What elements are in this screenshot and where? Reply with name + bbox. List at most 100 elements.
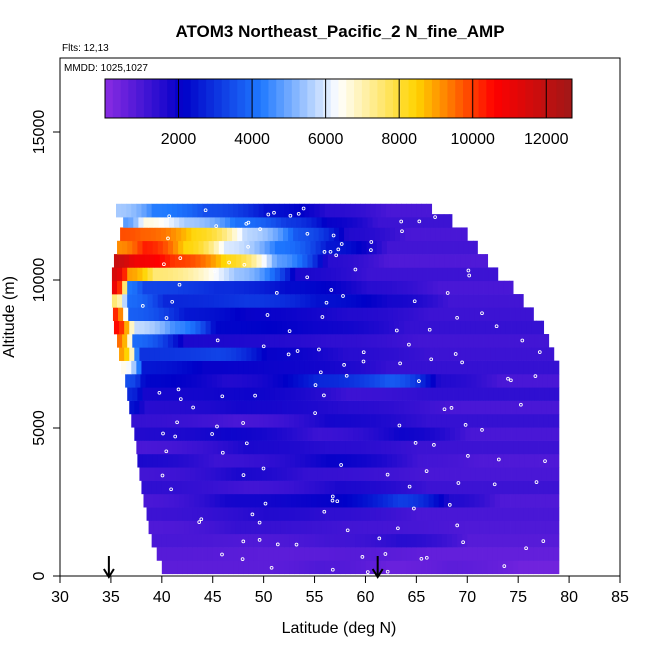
heatmap-cell bbox=[341, 267, 347, 282]
heatmap-cell bbox=[164, 347, 171, 361]
heatmap-cell bbox=[470, 427, 476, 441]
heatmap-cell bbox=[439, 467, 446, 481]
heatmap-cell bbox=[285, 267, 291, 282]
heatmap-cell bbox=[406, 507, 412, 521]
heatmap-cell bbox=[434, 400, 441, 415]
heatmap-cell bbox=[386, 280, 393, 295]
heatmap-cell bbox=[549, 387, 556, 401]
heatmap-cell bbox=[273, 480, 280, 495]
heatmap-cell bbox=[319, 547, 326, 561]
heatmap-cell bbox=[203, 294, 210, 308]
heatmap-cell bbox=[350, 413, 356, 428]
heatmap-cell bbox=[347, 493, 353, 508]
heatmap-cell bbox=[169, 427, 176, 441]
heatmap-cell bbox=[140, 227, 146, 242]
heatmap-cell bbox=[528, 440, 534, 455]
heatmap-cell bbox=[336, 214, 343, 228]
heatmap-cell bbox=[281, 320, 288, 335]
heatmap-cell bbox=[168, 520, 175, 535]
heatmap-cell bbox=[268, 203, 275, 218]
heatmap-cell bbox=[438, 307, 445, 321]
heatmap-cell bbox=[500, 347, 507, 361]
colorbar-segment bbox=[260, 79, 269, 118]
heatmap-cell bbox=[426, 547, 433, 561]
heatmap-cell bbox=[431, 560, 438, 575]
heatmap-cell bbox=[365, 203, 371, 218]
heatmap-cell bbox=[207, 480, 214, 495]
heatmap-cell bbox=[248, 560, 254, 575]
heatmap-cell bbox=[350, 360, 356, 375]
heatmap-cell bbox=[180, 320, 186, 335]
heatmap-cell bbox=[248, 547, 254, 561]
heatmap-cell bbox=[319, 413, 326, 428]
heatmap-cell bbox=[278, 560, 285, 575]
heatmap-cell bbox=[380, 560, 387, 575]
heatmap-cell bbox=[168, 214, 175, 228]
heatmap-cell bbox=[437, 453, 444, 468]
heatmap-cell bbox=[360, 560, 366, 575]
heatmap-cell bbox=[200, 400, 206, 415]
colorbar-segment bbox=[229, 79, 238, 118]
heatmap-cell bbox=[385, 440, 392, 455]
colorbar-segment bbox=[564, 79, 573, 118]
measurement-point bbox=[336, 247, 341, 252]
heatmap-cell bbox=[333, 227, 340, 242]
heatmap-cell bbox=[189, 493, 195, 508]
heatmap-cell bbox=[387, 520, 394, 535]
heatmap-cell bbox=[154, 320, 161, 335]
heatmap-cell bbox=[177, 547, 183, 561]
heatmap-cell bbox=[548, 507, 555, 521]
measurement-point bbox=[400, 229, 404, 234]
heatmap-cell bbox=[410, 227, 416, 242]
heatmap-cell bbox=[551, 347, 555, 361]
heatmap-cell bbox=[190, 400, 196, 415]
heatmap-cell bbox=[256, 347, 262, 361]
heatmap-cell bbox=[526, 400, 532, 415]
heatmap-cell bbox=[478, 280, 484, 295]
heatmap-cell bbox=[470, 320, 476, 335]
heatmap-cell bbox=[315, 240, 322, 255]
heatmap-cell bbox=[256, 254, 262, 268]
heatmap-cell bbox=[284, 413, 290, 428]
heatmap-cell bbox=[422, 267, 428, 282]
heatmap-cell bbox=[162, 240, 169, 255]
heatmap-cell bbox=[348, 427, 354, 441]
heatmap-cell bbox=[249, 453, 255, 468]
heatmap-cell bbox=[482, 533, 489, 548]
heatmap-cell bbox=[338, 227, 345, 242]
heatmap-cell bbox=[228, 507, 234, 521]
heatmap-cell bbox=[358, 427, 364, 441]
heatmap-cell bbox=[388, 427, 395, 441]
heatmap-cell bbox=[299, 533, 305, 548]
heatmap-cell bbox=[141, 480, 147, 495]
heatmap-cell bbox=[394, 373, 401, 388]
heatmap-cell bbox=[417, 267, 423, 282]
measurement-point bbox=[397, 423, 402, 428]
heatmap-cell bbox=[382, 493, 389, 508]
heatmap-cell bbox=[301, 493, 307, 508]
heatmap-cell bbox=[244, 267, 250, 282]
heatmap-cell bbox=[189, 214, 195, 228]
measurement-point bbox=[329, 288, 334, 292]
heatmap-cell bbox=[411, 440, 417, 455]
heatmap-cell bbox=[234, 294, 240, 308]
heatmap-cell bbox=[220, 254, 227, 268]
heatmap-cell bbox=[207, 360, 214, 375]
heatmap-cell bbox=[462, 560, 468, 575]
heatmap-cell bbox=[128, 214, 134, 228]
heatmap-cell bbox=[218, 240, 225, 255]
heatmap-cell bbox=[139, 400, 145, 415]
heatmap-cell bbox=[198, 240, 204, 255]
heatmap-cell bbox=[357, 520, 363, 535]
heatmap-cell bbox=[190, 427, 196, 441]
heatmap-cell bbox=[341, 294, 347, 308]
heatmap-cell bbox=[521, 400, 527, 415]
heatmap-cell bbox=[233, 360, 239, 375]
heatmap-cell bbox=[429, 427, 436, 441]
heatmap-cell bbox=[241, 254, 247, 268]
heatmap-cell bbox=[304, 203, 310, 218]
heatmap-cell bbox=[285, 294, 291, 308]
heatmap-cell bbox=[475, 467, 481, 481]
heatmap-cell bbox=[141, 440, 147, 455]
heatmap-cell bbox=[263, 507, 270, 521]
